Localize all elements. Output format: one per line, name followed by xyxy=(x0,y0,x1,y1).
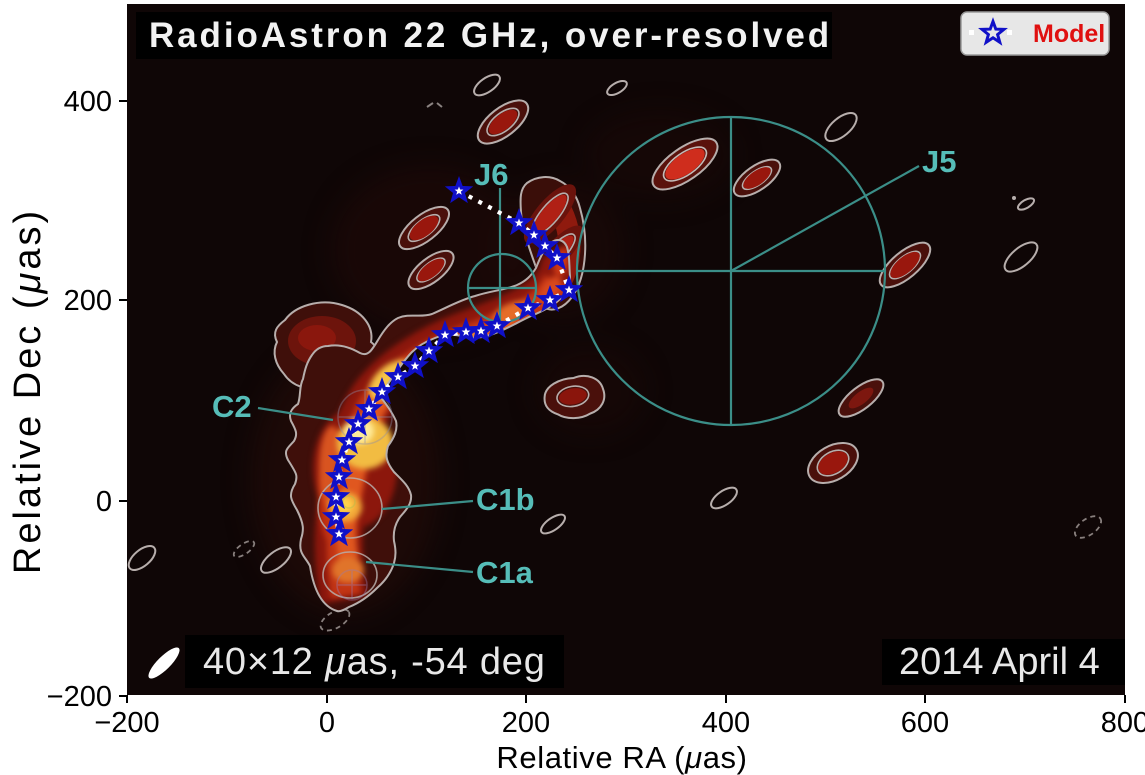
svg-text:J5: J5 xyxy=(922,144,956,179)
svg-text:200: 200 xyxy=(64,285,112,317)
svg-text:600: 600 xyxy=(901,707,949,739)
svg-text:Model: Model xyxy=(1033,20,1105,48)
svg-text:400: 400 xyxy=(64,86,112,118)
svg-text:Relative Dec (μas): Relative Dec (μas) xyxy=(7,208,49,574)
svg-text:800: 800 xyxy=(1101,707,1145,739)
svg-text:C1a: C1a xyxy=(476,555,534,590)
svg-text:J6: J6 xyxy=(474,157,508,192)
svg-text:2014 April 4: 2014 April 4 xyxy=(899,641,1100,683)
svg-text:−200: −200 xyxy=(47,681,112,713)
svg-text:40×12 μas, -54 deg: 40×12 μas, -54 deg xyxy=(203,641,546,683)
svg-text:−200: −200 xyxy=(94,707,159,739)
svg-text:400: 400 xyxy=(702,707,750,739)
svg-text:C1b: C1b xyxy=(476,482,535,517)
svg-text:Relative RA (μas): Relative RA (μas) xyxy=(496,740,747,775)
svg-text:0: 0 xyxy=(319,707,335,739)
svg-text:200: 200 xyxy=(502,707,550,739)
svg-text:C2: C2 xyxy=(212,389,252,424)
svg-text:RadioAstron 22 GHz, over-resol: RadioAstron 22 GHz, over-resolved xyxy=(149,16,832,55)
svg-text:0: 0 xyxy=(96,486,112,518)
